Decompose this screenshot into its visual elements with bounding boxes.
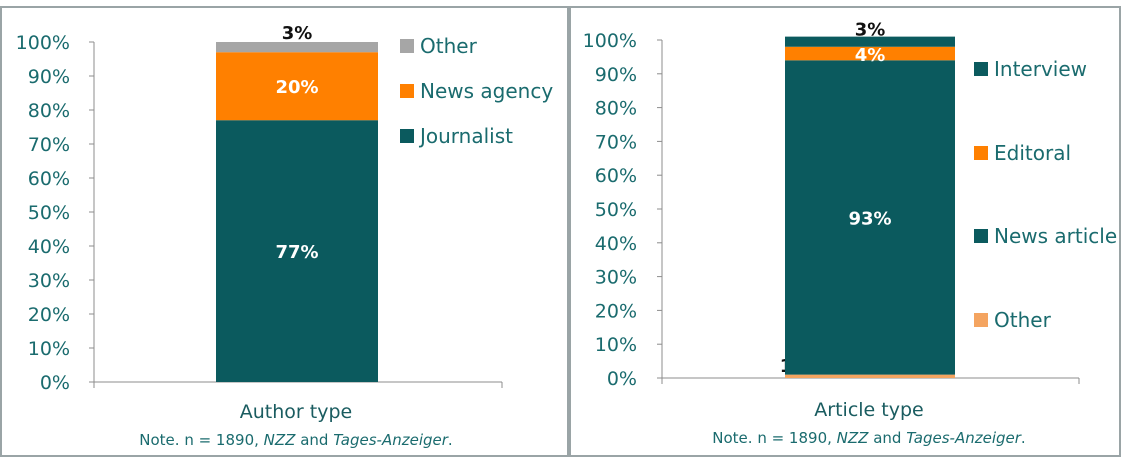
note-part: . (1021, 429, 1026, 447)
y-tick-label: 40% (595, 233, 637, 255)
author-type-chart: 0% 10% 20% 30% 40% 50% 60% 70% 80% 90% 100% 77% 20% 3… (16, 23, 554, 449)
note-part: and (295, 431, 333, 449)
bar-segment-interview (785, 36, 955, 47)
bar-segment-editoral (785, 46, 955, 61)
note-part: NZZ (264, 431, 296, 449)
note-part: NZZ (837, 429, 869, 447)
y-tick-label: 20% (28, 304, 70, 326)
legend-swatch (400, 84, 414, 98)
bar-segment-journalist (216, 120, 378, 382)
legend-label: Other (420, 34, 478, 58)
bar-segment-other (216, 42, 378, 53)
y-tick-label: 70% (595, 131, 637, 153)
data-label: 77% (275, 242, 318, 263)
y-tick-label: 60% (595, 165, 637, 187)
y-tick-label: 60% (28, 168, 70, 190)
y-tick-label: 80% (28, 100, 70, 122)
x-axis-title: Article type (814, 399, 923, 421)
y-tick-label: 10% (595, 334, 637, 356)
legend-label: Other (994, 308, 1052, 332)
y-tick-label: 100% (16, 32, 70, 54)
data-label: 93% (848, 208, 891, 229)
legend-swatch (974, 146, 988, 160)
bar-segment-news-agency (216, 52, 378, 121)
y-tick-label: 30% (28, 270, 70, 292)
bar-segment-news-article (785, 60, 955, 375)
data-label: 3% (855, 20, 886, 41)
chart-note: Note. n = 1890, NZZ and Tages-Anzeiger. (139, 431, 452, 449)
y-tick-label: 70% (28, 134, 70, 156)
article-type-chart-panel: 0%10%20%30%40%50%60%70%80%90%100%1%93%4%… (569, 6, 1121, 457)
y-tick-label: 10% (28, 338, 70, 360)
chart-note: Note. n = 1890, NZZ and Tages-Anzeiger. (712, 429, 1025, 447)
y-tick-label: 90% (28, 66, 70, 88)
y-tick-label: 80% (595, 98, 637, 120)
legend-swatch (974, 313, 988, 327)
note-part: . (448, 431, 453, 449)
author-type-chart-panel: 0% 10% 20% 30% 40% 50% 60% 70% 80% 90% 100% 77% 20% 3… (0, 6, 569, 457)
legend-swatch (974, 229, 988, 243)
y-tick-label: 50% (595, 199, 637, 221)
data-label: 20% (275, 77, 318, 98)
legend-label: Interview (994, 57, 1087, 81)
x-axis-title: Author type (240, 401, 352, 423)
data-label: 3% (282, 23, 313, 44)
note-part: Note. n = 1890, (139, 431, 263, 449)
legend-label: News agency (420, 79, 553, 103)
y-tick-label: 0% (607, 368, 637, 390)
y-tick-label: 0% (40, 372, 70, 394)
legend-swatch (974, 62, 988, 76)
legend-swatch (400, 129, 414, 143)
bar-segment-other (785, 374, 955, 378)
y-tick-label: 40% (28, 236, 70, 258)
y-tick-label: 90% (595, 64, 637, 86)
note-part: Tages-Anzeiger (333, 431, 449, 449)
note-part: and (868, 429, 906, 447)
legend-label: Editoral (994, 141, 1071, 165)
y-tick-label: 30% (595, 267, 637, 289)
note-part: Tages-Anzeiger (906, 429, 1022, 447)
note-part: Note. n = 1890, (712, 429, 836, 447)
legend-label: News article (994, 224, 1117, 248)
legend-swatch (400, 39, 414, 53)
y-tick-label: 50% (28, 202, 70, 224)
data-label: 4% (855, 45, 886, 66)
article-type-chart: 0%10%20%30%40%50%60%70%80%90%100%1%93%4%… (583, 20, 1117, 447)
legend-label: Journalist (418, 124, 513, 148)
y-tick-label: 20% (595, 300, 637, 322)
y-tick-label: 100% (583, 30, 637, 52)
